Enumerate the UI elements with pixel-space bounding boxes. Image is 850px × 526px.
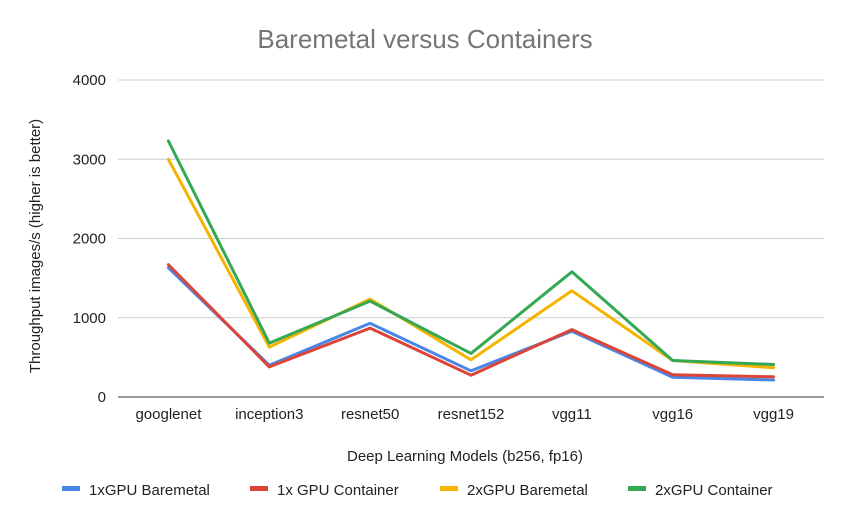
gridlines	[118, 79, 824, 398]
legend-label: 1xGPU Baremetal	[89, 482, 210, 499]
x-tick-label: resnet152	[438, 406, 505, 423]
series-line-2	[166, 263, 776, 379]
x-tick-label: googlenet	[135, 406, 202, 423]
y-tick-label: 4000	[73, 72, 106, 89]
x-axis-ticks: googlenet inception3 resnet50 resnet152 vgg1…	[135, 406, 794, 423]
x-tick-label: resnet50	[341, 406, 399, 423]
chart-title: Baremetal versus Containers	[257, 24, 592, 54]
legend: 1xGPU Baremetal 1x GPU Container 2xGPU Bar…	[62, 482, 773, 499]
series-line-3	[166, 157, 776, 370]
legend-swatch	[628, 486, 646, 491]
x-tick-label: vgg11	[552, 406, 592, 423]
y-tick-label: 0	[98, 389, 106, 406]
legend-label: 2xGPU Container	[655, 482, 773, 499]
x-tick-label: vgg19	[753, 406, 794, 423]
x-tick-label: vgg16	[652, 406, 693, 423]
legend-swatch	[62, 486, 80, 491]
series-line-4	[166, 139, 776, 366]
y-tick-label: 1000	[73, 310, 106, 327]
x-axis-label: Deep Learning Models (b256, fp16)	[347, 448, 583, 465]
legend-item: 1xGPU Baremetal	[62, 482, 210, 499]
legend-swatch	[440, 486, 458, 491]
legend-item: 2xGPU Baremetal	[440, 482, 588, 499]
y-axis-label: Throughput images/s (higher is better)	[27, 119, 44, 373]
legend-label: 2xGPU Baremetal	[467, 482, 588, 499]
y-axis-ticks: 0 1000 2000 3000 4000	[73, 72, 106, 406]
legend-item: 1x GPU Container	[250, 482, 399, 499]
y-tick-label: 2000	[73, 231, 106, 248]
legend-swatch	[250, 486, 268, 491]
legend-item: 2xGPU Container	[628, 482, 773, 499]
y-tick-label: 3000	[73, 151, 106, 168]
legend-label: 1x GPU Container	[277, 482, 399, 499]
x-tick-label: inception3	[235, 406, 303, 423]
series-lines	[166, 139, 776, 382]
